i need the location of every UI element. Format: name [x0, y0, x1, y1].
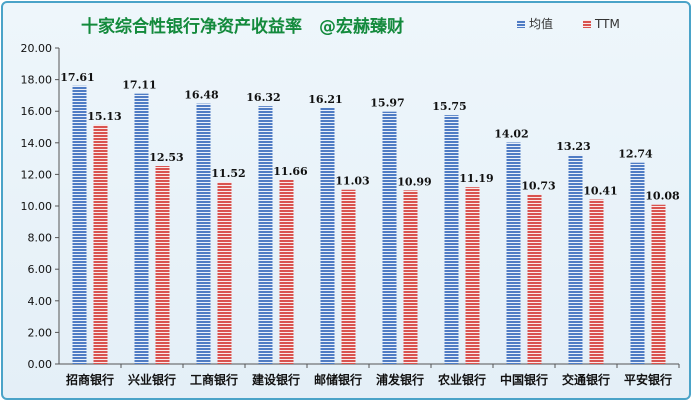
- bar-ttm: [651, 204, 666, 364]
- x-tick-label: 工商银行: [190, 372, 238, 387]
- y-tick-label: 6.00: [28, 263, 53, 276]
- y-tick-label: 8.00: [28, 232, 53, 245]
- data-label-ttm: 10.41: [583, 185, 617, 198]
- data-label-mean: 16.32: [246, 91, 280, 104]
- bar-mean: [630, 162, 645, 364]
- data-label-mean: 14.02: [494, 127, 528, 140]
- bar-ttm: [155, 166, 170, 364]
- x-tick-label: 中国银行: [500, 372, 548, 387]
- legend-swatch-ttm: [583, 20, 591, 28]
- legend-swatch-mean: [517, 20, 525, 28]
- bar-chart: 十家综合性银行净资产收益率 @宏赫臻财 均值 TTM 0.00 2.00 4.00 6…: [21, 16, 681, 387]
- bar-ttm: [341, 189, 356, 364]
- data-label-ttm: 10.08: [645, 190, 680, 203]
- y-tick-label: 14.00: [21, 137, 53, 150]
- data-label-mean: 16.21: [308, 93, 342, 106]
- y-tick-label: 20.00: [21, 42, 53, 55]
- x-tick-label: 交通银行: [562, 372, 610, 387]
- bar-ttm: [403, 190, 418, 364]
- bar-mean: [134, 93, 149, 365]
- x-tick-label: 招商银行: [66, 372, 114, 387]
- data-label-ttm: 11.19: [459, 172, 493, 185]
- data-label-mean: 16.48: [184, 89, 219, 102]
- data-label-mean: 17.61: [60, 71, 94, 84]
- data-label-mean: 12.74: [618, 148, 653, 161]
- bar-ttm: [217, 181, 232, 364]
- x-tick-label: 兴业银行: [128, 372, 176, 387]
- y-tick-label: 12.00: [21, 168, 53, 181]
- bar-mean: [382, 111, 397, 364]
- data-label-mean: 15.97: [370, 97, 404, 110]
- legend: 均值 TTM: [517, 16, 620, 31]
- y-tick-label: 10.00: [21, 200, 53, 213]
- bar-mean: [506, 142, 521, 364]
- bar-ttm: [527, 194, 542, 364]
- x-tick-label: 邮储银行: [314, 372, 362, 387]
- data-label-ttm: 10.99: [397, 175, 431, 188]
- data-label-ttm: 10.73: [521, 179, 555, 192]
- y-tick-label: 2.00: [28, 326, 53, 339]
- data-label-mean: 15.75: [432, 100, 466, 113]
- y-tick-label: 16.00: [21, 105, 53, 118]
- legend-label-ttm: TTM: [594, 17, 620, 31]
- x-tick-label: 浦发银行: [376, 372, 424, 387]
- y-tick-label: 4.00: [28, 295, 53, 308]
- bar-ttm: [93, 124, 108, 364]
- bar-mean: [568, 154, 583, 364]
- bars: [72, 85, 680, 368]
- data-label-ttm: 11.52: [211, 167, 245, 180]
- bar-mean: [196, 103, 211, 364]
- data-label-ttm: 12.53: [149, 151, 183, 164]
- data-label-ttm: 11.66: [273, 165, 308, 178]
- bar-mean: [320, 107, 335, 364]
- data-labels: 17.61 15.13 17.11 12.53 16.48 11.52 16.32 11.66…: [60, 71, 680, 203]
- bar-ttm: [589, 199, 604, 364]
- bar-mean: [444, 115, 459, 365]
- data-label-ttm: 11.03: [335, 175, 369, 188]
- data-label-ttm: 15.13: [87, 110, 121, 123]
- bar-ttm: [465, 187, 480, 364]
- x-tick-labels: 招商银行 兴业银行 工商银行 建设银行 邮储银行 浦发银行 农业银行 中国银行 交通银行 平安银行: [66, 372, 672, 387]
- bar-mean: [258, 106, 273, 365]
- y-tick-label: 18.00: [21, 74, 53, 87]
- y-tick-labels: 0.00 2.00 4.00 6.00 8.00 10.00 12.00 14.00 16.00…: [21, 42, 59, 371]
- x-tick-label: 农业银行: [437, 372, 486, 387]
- x-tick-label: 建设银行: [251, 372, 300, 387]
- bar-mean: [72, 85, 87, 365]
- bar-ttm: [279, 179, 294, 364]
- legend-label-mean: 均值: [529, 16, 553, 31]
- chart-title: 十家综合性银行净资产收益率 @宏赫臻财: [81, 16, 404, 37]
- x-tick-label: 平安银行: [624, 372, 672, 387]
- y-tick-label: 0.00: [28, 358, 53, 371]
- data-label-mean: 13.23: [556, 140, 590, 153]
- data-label-mean: 17.11: [122, 79, 156, 92]
